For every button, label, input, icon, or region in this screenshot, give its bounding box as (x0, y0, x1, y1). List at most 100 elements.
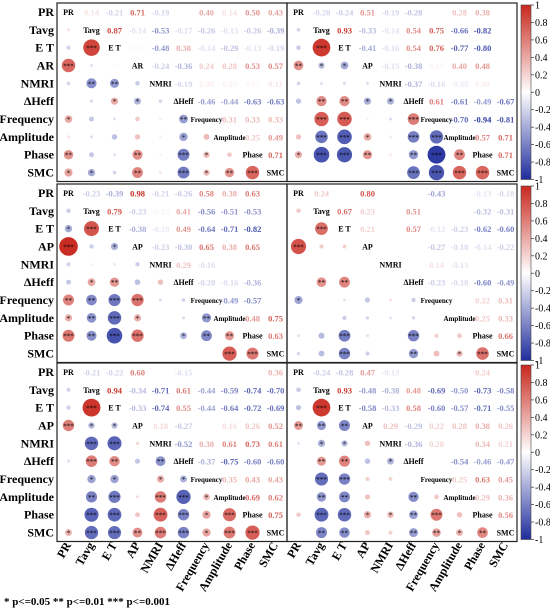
correlation-circle (389, 352, 392, 356)
correlation-circle (294, 421, 303, 430)
coefficient-label: -0.63 (244, 97, 262, 107)
significance-stars: ** (410, 494, 418, 502)
significance-stars: *** (339, 476, 350, 484)
correlation-circle (83, 39, 100, 56)
coefficient-label: -0.70 (267, 385, 285, 395)
coefficient-label: 0.24 (475, 367, 491, 377)
correlation-circle (222, 508, 237, 522)
significance-stars: *** (408, 333, 419, 341)
significance-stars: * (67, 170, 71, 178)
correlation-circle (66, 208, 71, 213)
panel-4: PR 0.24 0.80 -0.43 -0.13 -0.18 Tavg 0.67 0.23 0.5… (286, 183, 518, 364)
diagonal-label: PR (293, 368, 304, 377)
row-label: ΔHeff (24, 275, 55, 289)
coefficient-label: -0.28 (336, 367, 354, 377)
significance-stars: *** (132, 297, 143, 305)
correlation-circle (297, 280, 300, 284)
correlation-circle (476, 347, 489, 360)
coefficient-label: 0.69 (245, 492, 260, 502)
coefficient-label: 0.75 (268, 313, 283, 323)
coefficient-label: -0.46 (474, 457, 492, 467)
coefficient-label: -0.05 (152, 206, 170, 216)
coefficient-label: -0.64 (221, 403, 239, 413)
significance-stars: *** (109, 512, 120, 520)
significance-stars: * (366, 134, 370, 142)
row-label: Amplitude (0, 490, 55, 504)
coefficient-label: 0.35 (222, 475, 237, 485)
diagonal-label: SMC (267, 169, 285, 178)
row-label: SMC (27, 347, 54, 361)
correlation-circle (158, 298, 163, 302)
correlation-circle (364, 440, 371, 447)
coefficient-label: 0.71 (498, 132, 513, 142)
correlation-circle (108, 293, 121, 307)
correlation-circle (427, 145, 446, 164)
coefficient-label: -0.77 (451, 43, 469, 53)
coefficient-label: -0.33 (382, 403, 400, 413)
correlation-circle (342, 315, 347, 321)
coefficient-label: 0.51 (360, 7, 375, 17)
diagonal-label: Tavg (83, 26, 100, 35)
correlation-circle (159, 153, 162, 157)
correlation-circle (389, 495, 392, 499)
coefficient-label: -0.41 (359, 43, 377, 53)
column-label: PR (54, 539, 74, 560)
correlation-circle (90, 135, 93, 139)
coefficient-label: -0.70 (451, 115, 469, 125)
correlation-circle (297, 477, 300, 481)
correlation-circle (89, 152, 94, 158)
coefficient-label: 0.75 (429, 25, 444, 35)
correlation-circle (364, 297, 371, 303)
coefficient-label: -0.52 (175, 439, 193, 449)
diagonal-label: SMC (267, 529, 285, 538)
coefficient-label: 0.93 (337, 385, 352, 395)
significance-stars: *** (316, 476, 327, 484)
correlation-circle (245, 165, 260, 180)
significance-stars: * (205, 170, 209, 178)
coefficient-label: -0.57 (244, 296, 262, 306)
coefficient-label: 0.54 (406, 25, 422, 35)
row-label: Phase (24, 148, 55, 162)
coefficient-label: -0.16 (428, 79, 446, 89)
colorbar-tick-label: -0.4 (535, 304, 550, 315)
significance-stars: *** (224, 351, 235, 359)
significance-stars: * (113, 476, 117, 484)
coefficient-label: 0.63 (245, 188, 260, 198)
correlation-circle (336, 147, 353, 163)
correlation-circle (364, 458, 371, 464)
column-label: SMC (256, 540, 281, 570)
correlation-circle (366, 117, 369, 121)
correlation-circle (407, 113, 420, 125)
correlation-circle (389, 298, 392, 302)
significance-stars: *** (339, 351, 350, 359)
correlation-circle (179, 132, 188, 142)
significance-stars: *** (86, 45, 97, 53)
correlation-circle (86, 330, 97, 341)
coefficient-label: 0.49 (268, 132, 283, 142)
coefficient-label: 0.38 (199, 439, 214, 449)
correlation-circle (109, 277, 120, 287)
coefficient-label: -0.23 (451, 224, 469, 234)
significance-stars: ** (410, 152, 418, 160)
correlation-circle (177, 526, 190, 539)
coefficient-label: -0.19 (267, 43, 285, 53)
significance-stars: * (136, 98, 140, 106)
row-label: SMC (27, 166, 54, 180)
correlation-circle (365, 351, 370, 356)
correlation-circle (339, 276, 350, 288)
coefficient-label: 0.71 (130, 7, 145, 17)
correlation-circle (407, 131, 420, 143)
coefficient-label: 0.29 (176, 260, 191, 270)
colorbar-tick-label: 0.2 (535, 70, 548, 81)
significance-stars: * (182, 333, 186, 341)
colorbar-tick-label: -1 (535, 535, 543, 546)
coefficient-label: -0.08 (451, 79, 469, 89)
coefficient-label: -0.15 (175, 367, 193, 377)
coefficient-label: 0.94 (107, 385, 123, 395)
significance-stars: *** (155, 512, 166, 520)
correlation-circle (296, 208, 301, 214)
diagonal-label: PR (293, 8, 304, 17)
coefficient-label: -0.19 (175, 79, 193, 89)
correlation-circle (177, 148, 190, 161)
significance-stars: ** (111, 458, 119, 466)
